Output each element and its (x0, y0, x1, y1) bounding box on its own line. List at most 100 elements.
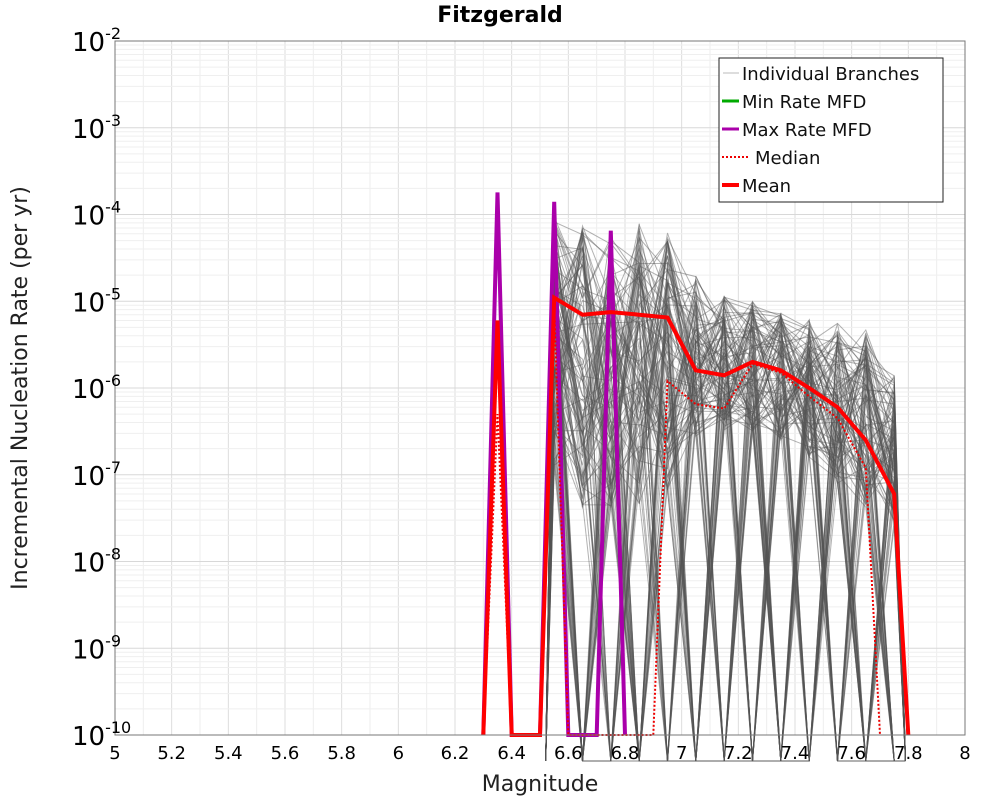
branch-line (545, 241, 906, 762)
branch-line (545, 265, 906, 762)
x-tick-label: 5.2 (157, 743, 186, 764)
branch-line (545, 218, 906, 762)
branch-line (545, 269, 906, 762)
branch-line (545, 238, 906, 762)
branch-line (545, 282, 906, 762)
branch-line (545, 262, 906, 762)
branch-line (545, 230, 906, 762)
branch-line (545, 247, 906, 762)
branch-line (545, 242, 906, 762)
chart-title: Fitzgerald (437, 3, 563, 28)
branch-line (545, 271, 906, 762)
branch-line (545, 216, 906, 762)
x-tick-label: 5.4 (214, 743, 243, 764)
branch-line (545, 231, 906, 762)
branch-line (545, 247, 906, 762)
branch-line (545, 269, 906, 762)
x-tick-label: 8 (959, 743, 970, 764)
branch-line (545, 312, 906, 762)
x-tick-label: 6 (393, 743, 404, 764)
branch-line (545, 236, 906, 762)
branch-line (545, 281, 906, 762)
branch-line (545, 290, 906, 762)
x-tick-label: 7.4 (781, 743, 810, 764)
branch-line (545, 232, 906, 762)
grid (114, 41, 966, 736)
branch-line (545, 239, 906, 762)
branch-line (545, 285, 906, 762)
branch-line (545, 228, 906, 762)
branch-line (545, 277, 906, 762)
branch-line (545, 255, 906, 762)
branch-line (545, 308, 906, 762)
branch-line (545, 319, 906, 762)
branch-line (545, 301, 906, 762)
branch-line (545, 249, 906, 762)
branch-line (545, 243, 906, 762)
branch-line (545, 300, 906, 762)
branch-line (545, 242, 906, 762)
branch-line (545, 230, 906, 762)
branch-line (545, 304, 906, 762)
plot-frame (114, 40, 966, 736)
y-tick-label: 10-10 (72, 718, 131, 752)
x-tick-label: 5.8 (327, 743, 356, 764)
branch-line (545, 321, 906, 762)
branch-line (545, 309, 906, 762)
branch-line (545, 290, 906, 762)
branch-line (545, 229, 906, 762)
branch-line (545, 313, 906, 762)
branch-line (545, 270, 906, 762)
branch-line (545, 291, 906, 762)
branch-line (545, 317, 906, 762)
branch-line (545, 302, 906, 762)
x-tick-label: 6.4 (497, 743, 526, 764)
branch-line (545, 246, 906, 762)
branch-line (545, 276, 906, 762)
branch-line (545, 236, 906, 762)
branch-line (545, 229, 906, 762)
legend-label-min: Min Rate MFD (742, 92, 866, 113)
branch-line (545, 283, 906, 762)
branch-line (545, 338, 906, 762)
branch-line (545, 241, 906, 762)
branch-line (545, 245, 906, 762)
branch-line (545, 328, 906, 762)
legend-label-mean: Mean (742, 176, 791, 197)
branch-line (545, 316, 906, 762)
branch-line (545, 333, 906, 762)
branch-line (545, 237, 906, 762)
branch-line (545, 246, 906, 762)
branch-line (545, 291, 906, 762)
branch-line (545, 246, 906, 762)
branch-line (545, 326, 906, 762)
legend: Individual Branches Min Rate MFD Max Rat… (718, 57, 944, 203)
y-tick-label: 10-8 (72, 545, 121, 579)
branch-line (545, 298, 906, 762)
branch-line (545, 237, 906, 762)
y-tick-label: 10-2 (72, 24, 121, 58)
branch-line (545, 315, 906, 762)
branch-line (545, 254, 906, 762)
branch-line (545, 283, 906, 762)
branch-line (545, 233, 906, 762)
x-tick-label: 5.6 (271, 743, 300, 764)
branch-line (545, 221, 906, 762)
y-tick-label: 10-6 (72, 371, 121, 405)
y-tick-label: 10-3 (72, 111, 121, 145)
branch-line (545, 311, 906, 762)
branch-line (545, 262, 906, 762)
legend-label-median: Median (755, 148, 820, 169)
branch-line (545, 266, 906, 762)
branch-line (545, 318, 906, 762)
branch-line (545, 306, 906, 762)
x-tick-label: 7 (676, 743, 687, 764)
branch-line (545, 245, 906, 762)
branch-line (545, 293, 906, 762)
x-tick-label: 7.8 (894, 743, 923, 764)
branch-line (545, 220, 906, 762)
branch-line (545, 243, 906, 762)
x-tick-label: 5 (109, 743, 120, 764)
x-tick-label: 7.2 (724, 743, 753, 764)
